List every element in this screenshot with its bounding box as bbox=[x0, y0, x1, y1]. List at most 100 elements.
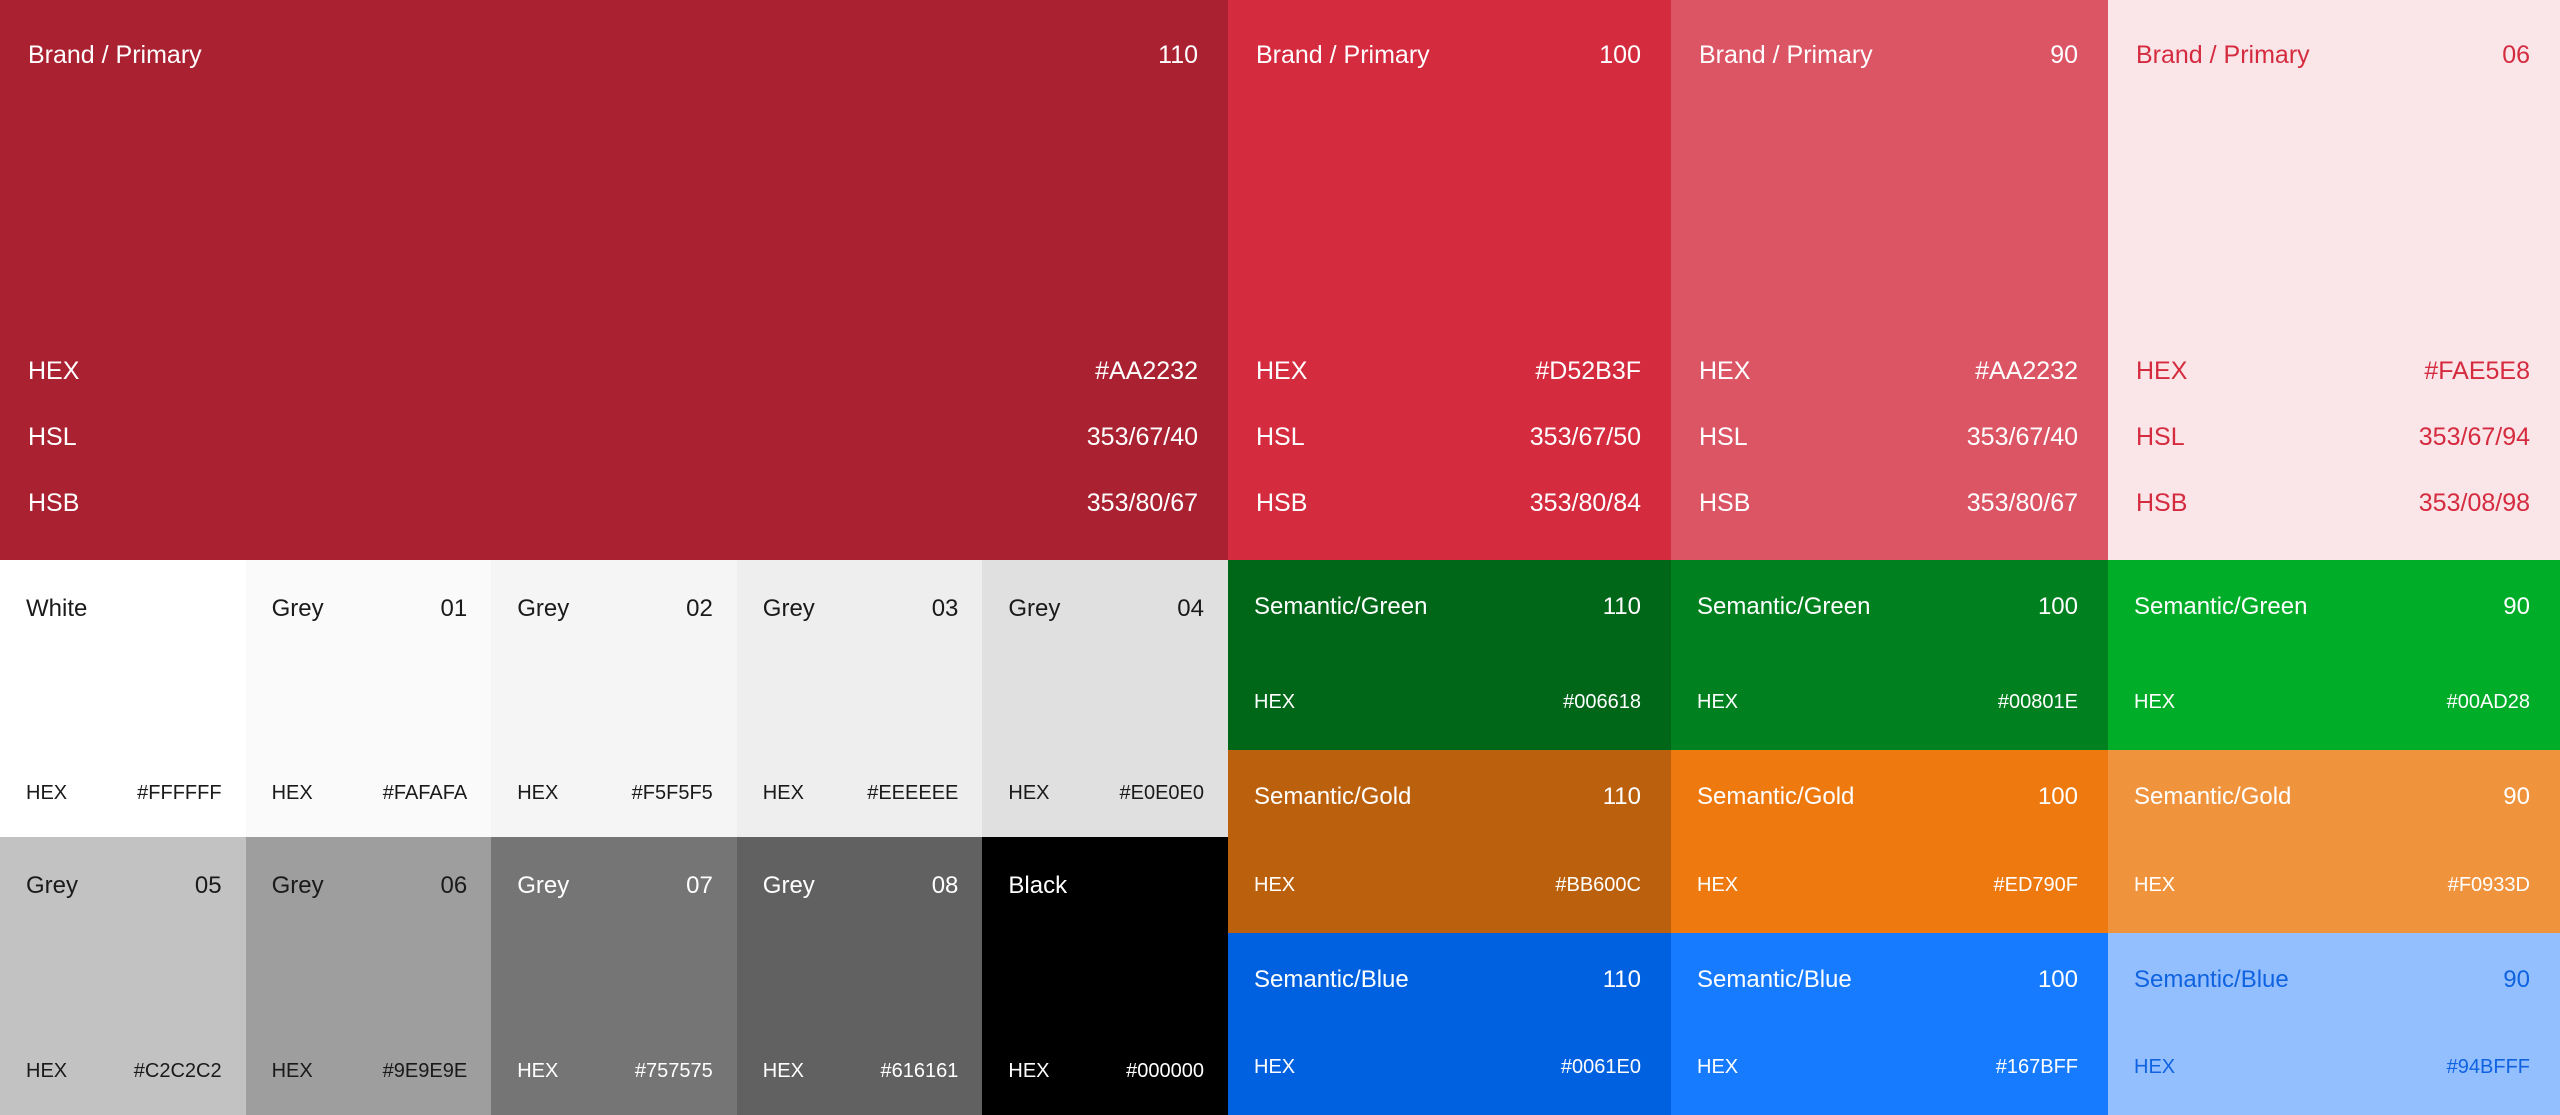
swatch-brand-primary-06[interactable]: Brand / Primary 06 HEX #FAE5E8 HSL 353/6… bbox=[2108, 0, 2560, 560]
swatch-name: Semantic/Gold bbox=[2134, 783, 2292, 810]
swatch-white[interactable]: White HEX #FFFFFF bbox=[0, 560, 246, 837]
hex-row: HEX #FAE5E8 bbox=[2136, 356, 2530, 386]
swatch-header: Semantic/Green 90 bbox=[2108, 560, 2560, 621]
swatch-grey-03[interactable]: Grey 03 HEX #EEEEEE bbox=[736, 560, 983, 837]
swatch-level: 90 bbox=[2503, 783, 2530, 810]
hex-label: HEX bbox=[517, 782, 559, 804]
swatch-grey-07[interactable]: Grey 07 HEX #757575 bbox=[491, 837, 737, 1115]
hex-row: HEX #0061E0 bbox=[1254, 1055, 1641, 1079]
swatch-name: Brand / Primary bbox=[1256, 41, 1430, 69]
swatch-grey-01[interactable]: Grey 01 HEX #FAFAFA bbox=[245, 560, 492, 837]
hsl-value: 353/67/94 bbox=[2418, 423, 2530, 451]
swatch-brand-primary-90[interactable]: Brand / Primary 90 HEX #AA2232 HSL 353/6… bbox=[1671, 0, 2108, 560]
swatch-semantic-blue-110[interactable]: Semantic/Blue 110 HEX #0061E0 bbox=[1228, 933, 1671, 1115]
swatch-name: Semantic/Green bbox=[1254, 593, 1428, 620]
hex-row: HEX #616161 bbox=[763, 1059, 959, 1083]
swatch-level: 100 bbox=[2037, 966, 2078, 993]
swatch-name: Semantic/Gold bbox=[1697, 783, 1855, 810]
swatch-semantic-gold-100[interactable]: Semantic/Gold 100 HEX #ED790F bbox=[1671, 750, 2108, 933]
swatch-grey-04[interactable]: Grey 04 HEX #E0E0E0 bbox=[982, 560, 1228, 837]
hex-row: HEX #EEEEEE bbox=[763, 781, 959, 805]
hex-row: HEX #D52B3F bbox=[1256, 356, 1641, 386]
swatch-specs: HEX #AA2232 HSL 353/67/40 HSB 353/80/67 bbox=[28, 356, 1198, 518]
hex-row: HEX #9E9E9E bbox=[272, 1059, 468, 1083]
swatch-header: Grey 07 bbox=[491, 837, 737, 900]
swatch-semantic-blue-100[interactable]: Semantic/Blue 100 HEX #167BFF bbox=[1671, 933, 2108, 1115]
swatch-header: White bbox=[0, 560, 246, 623]
swatch-header: Semantic/Green 100 bbox=[1671, 560, 2108, 621]
swatch-header: Grey 08 bbox=[737, 837, 983, 900]
hex-row: HEX #00AD28 bbox=[2134, 690, 2530, 714]
hex-label: HEX bbox=[1256, 357, 1308, 385]
swatch-header: Grey 04 bbox=[982, 560, 1228, 623]
swatch-level: 04 bbox=[1177, 595, 1204, 622]
hex-value: #00AD28 bbox=[2446, 691, 2530, 713]
swatch-level: 06 bbox=[2502, 41, 2530, 69]
swatch-semantic-gold-90[interactable]: Semantic/Gold 90 HEX #F0933D bbox=[2108, 750, 2560, 933]
swatch-brand-primary-110[interactable]: Brand / Primary 110 HEX #AA2232 HSL 353/… bbox=[0, 0, 1228, 560]
hex-value: #E0E0E0 bbox=[1119, 782, 1204, 804]
hsl-row: HSL 353/67/50 bbox=[1256, 422, 1641, 452]
swatch-specs: HEX #FAE5E8 HSL 353/67/94 HSB 353/08/98 bbox=[2136, 356, 2530, 518]
hsl-value: 353/67/40 bbox=[1086, 423, 1198, 451]
swatch-semantic-green-100[interactable]: Semantic/Green 100 HEX #00801E bbox=[1671, 560, 2108, 750]
swatch-header: Semantic/Blue 110 bbox=[1228, 933, 1671, 994]
hex-label: HEX bbox=[26, 782, 68, 804]
swatch-level: 90 bbox=[2503, 966, 2530, 993]
swatch-semantic-green-110[interactable]: Semantic/Green 110 HEX #006618 bbox=[1228, 560, 1671, 750]
hex-row: HEX #BB600C bbox=[1254, 873, 1641, 897]
hsb-row: HSB 353/80/67 bbox=[28, 488, 1198, 518]
swatch-semantic-gold-110[interactable]: Semantic/Gold 110 HEX #BB600C bbox=[1228, 750, 1671, 933]
swatch-name: Black bbox=[1008, 872, 1068, 899]
swatch-grey-08[interactable]: Grey 08 HEX #616161 bbox=[736, 837, 983, 1115]
swatch-name: Brand / Primary bbox=[28, 41, 202, 69]
hsb-label: HSB bbox=[28, 489, 80, 517]
swatch-level: 100 bbox=[1599, 41, 1641, 69]
brand-primary-row: Brand / Primary 110 HEX #AA2232 HSL 353/… bbox=[0, 0, 2560, 560]
swatch-level: 90 bbox=[2503, 593, 2530, 620]
hex-value: #F0933D bbox=[2447, 874, 2530, 896]
swatch-header: Semantic/Gold 90 bbox=[2108, 750, 2560, 811]
swatch-grey-02[interactable]: Grey 02 HEX #F5F5F5 bbox=[491, 560, 737, 837]
hex-value: #9E9E9E bbox=[382, 1060, 468, 1082]
hsb-label: HSB bbox=[2136, 489, 2188, 517]
hex-value: #00801E bbox=[1997, 691, 2078, 713]
swatch-name: Brand / Primary bbox=[2136, 41, 2310, 69]
hsb-value: 353/80/67 bbox=[1086, 489, 1198, 517]
hex-row: HEX #FFFFFF bbox=[26, 781, 222, 805]
hex-row: HEX #AA2232 bbox=[1699, 356, 2078, 386]
hex-row: HEX #C2C2C2 bbox=[26, 1059, 222, 1083]
swatch-name: Semantic/Green bbox=[1697, 593, 1871, 620]
swatch-semantic-blue-90[interactable]: Semantic/Blue 90 HEX #94BFFF bbox=[2108, 933, 2560, 1115]
neutral-palette-grid: White HEX #FFFFFF Grey 01 HEX #FAFAFA bbox=[0, 560, 1228, 1115]
swatch-grey-06[interactable]: Grey 06 HEX #9E9E9E bbox=[245, 837, 492, 1115]
hex-row: HEX #F0933D bbox=[2134, 873, 2530, 897]
swatch-level: 08 bbox=[931, 872, 959, 899]
swatch-header: Semantic/Gold 100 bbox=[1671, 750, 2108, 811]
swatch-name: Brand / Primary bbox=[1699, 41, 1873, 69]
swatch-header: Grey 01 bbox=[246, 560, 492, 623]
hex-label: HEX bbox=[28, 357, 80, 385]
hex-value: #167BFF bbox=[1995, 1056, 2078, 1078]
swatch-brand-primary-100[interactable]: Brand / Primary 100 HEX #D52B3F HSL 353/… bbox=[1228, 0, 1671, 560]
swatch-semantic-green-90[interactable]: Semantic/Green 90 HEX #00AD28 bbox=[2108, 560, 2560, 750]
swatch-black[interactable]: Black HEX #000000 bbox=[982, 837, 1228, 1115]
swatch-name: Semantic/Green bbox=[2134, 593, 2308, 620]
swatch-header: Semantic/Blue 100 bbox=[1671, 933, 2108, 994]
swatch-specs: HEX #AA2232 HSL 353/67/40 HSB 353/80/67 bbox=[1699, 356, 2078, 518]
hex-value: #F5F5F5 bbox=[631, 782, 713, 804]
hex-label: HEX bbox=[1254, 1056, 1296, 1078]
hex-value: #757575 bbox=[634, 1060, 713, 1082]
swatch-grey-05[interactable]: Grey 05 HEX #C2C2C2 bbox=[0, 837, 246, 1115]
swatch-header: Brand / Primary 100 bbox=[1228, 0, 1671, 70]
hex-value: #AA2232 bbox=[1095, 357, 1198, 385]
hsb-value: 353/80/84 bbox=[1529, 489, 1641, 517]
hsl-row: HSL 353/67/40 bbox=[28, 422, 1198, 452]
hex-row: HEX #000000 bbox=[1008, 1059, 1204, 1083]
hex-value: #AA2232 bbox=[1975, 357, 2078, 385]
hex-label: HEX bbox=[1008, 1060, 1050, 1082]
swatch-name: Semantic/Blue bbox=[1697, 966, 1852, 993]
swatch-specs: HEX #D52B3F HSL 353/67/50 HSB 353/80/84 bbox=[1256, 356, 1641, 518]
hsb-row: HSB 353/08/98 bbox=[2136, 488, 2530, 518]
swatch-header: Black bbox=[982, 837, 1228, 900]
